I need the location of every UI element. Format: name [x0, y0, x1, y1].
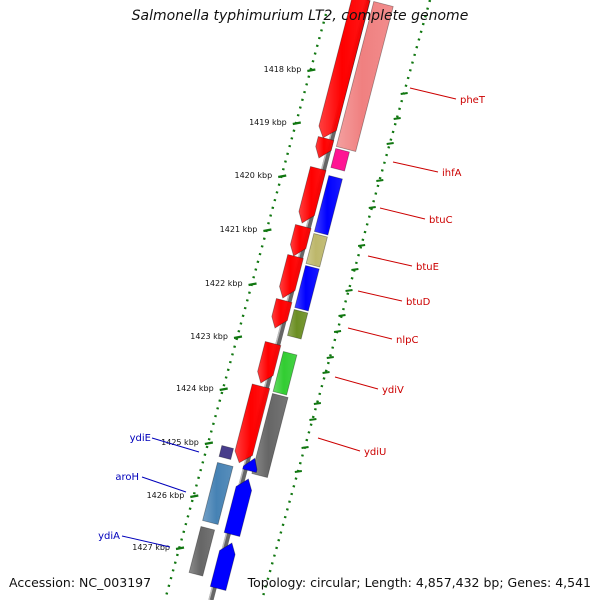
- gene-label-ydiU: ydiU: [364, 447, 386, 458]
- cds-block: [257, 341, 282, 384]
- gene-label-btuD: btuD: [406, 297, 431, 308]
- gene-label-ihfA: ihfA: [442, 168, 462, 179]
- cds-block: [315, 136, 335, 159]
- feature-tick: [322, 371, 330, 374]
- feature-tick: [368, 206, 376, 209]
- cds-block: [234, 383, 271, 464]
- scale-label: 1420 kbp: [235, 171, 273, 180]
- gene-label-leader: [357, 290, 403, 302]
- feature-tick: [333, 330, 342, 333]
- forward-cds: [242, 457, 258, 473]
- feature-btuD: [294, 265, 320, 312]
- feature-tick: [345, 289, 353, 292]
- scale-tick: [219, 387, 228, 392]
- feature-btuC: [313, 175, 343, 236]
- feature-ydiE: [218, 445, 234, 460]
- gene-label-btuE: btuE: [416, 262, 439, 273]
- gene-label-ydiV: ydiV: [382, 385, 404, 396]
- cds-block: [289, 224, 312, 257]
- forward-cds: [209, 542, 236, 591]
- feature-tick: [326, 356, 334, 359]
- gene-label-aroH: aroH: [115, 472, 139, 483]
- gene-label-leader: [392, 161, 439, 173]
- cds-block: [271, 298, 293, 329]
- feature-ydiU: [251, 393, 289, 478]
- scale-tick: [175, 546, 185, 551]
- scale-tick: [263, 228, 272, 233]
- feature-tick: [309, 418, 317, 421]
- scale-tick: [233, 335, 243, 340]
- feature-tick: [376, 179, 384, 182]
- scale-tick: [190, 494, 199, 499]
- scale-label: 1422 kbp: [205, 279, 243, 288]
- feature-tick: [400, 92, 408, 95]
- feature-aroH: [202, 462, 234, 525]
- feature-ydiA: [188, 526, 216, 577]
- scale-label: 1425 kbp: [161, 438, 199, 447]
- feature-tick: [301, 446, 309, 449]
- accession-text: Accession: NC_003197: [9, 575, 152, 590]
- gene-label-leader: [347, 327, 393, 340]
- scale-label: 1423 kbp: [190, 332, 228, 341]
- gene-label-ydiA: ydiA: [98, 531, 120, 542]
- cds-block: [318, 0, 371, 139]
- scale-label: 1418 kbp: [264, 65, 302, 74]
- feature-tick: [294, 470, 302, 473]
- scale-tick: [307, 68, 316, 73]
- forward-cds: [223, 478, 253, 537]
- scale-label: 1426 kbp: [147, 491, 185, 500]
- feature-tick: [313, 402, 322, 405]
- scale-label: 1427 kbp: [132, 543, 170, 552]
- gene-label-leader: [317, 437, 361, 452]
- feature-tick: [351, 268, 359, 271]
- gene-label-leader: [334, 376, 379, 390]
- scale-label: 1419 kbp: [249, 118, 287, 127]
- gene-label-ydiE: ydiE: [130, 433, 151, 444]
- gene-label-leader: [151, 437, 200, 453]
- gene-label-leader: [367, 255, 413, 267]
- scale-tick: [278, 174, 287, 179]
- scale-label: 1421 kbp: [220, 225, 258, 234]
- scale-tick: [292, 121, 301, 126]
- gene-label-leader: [141, 476, 187, 493]
- gene-label-btuC: btuC: [429, 215, 453, 226]
- feature-ydiV: [272, 351, 298, 396]
- scale-label: 1424 kbp: [176, 384, 214, 393]
- feature-btuE: [305, 233, 328, 268]
- scale-tick: [204, 441, 214, 446]
- topology-text: Topology: circular; Length: 4,857,432 bp…: [247, 575, 591, 590]
- gene-label-leader: [379, 207, 426, 220]
- gene-label-nlpC: nlpC: [396, 335, 418, 346]
- feature-ihfA: [330, 148, 350, 172]
- gene-label-leader: [409, 87, 457, 100]
- gene-label-pheT: pheT: [460, 95, 486, 106]
- feature-tick: [357, 244, 366, 247]
- gene-label-leader: [121, 535, 171, 548]
- map-title: Salmonella typhimurium LT2, complete gen…: [131, 8, 469, 24]
- feature-tick: [386, 142, 394, 145]
- feature-tick: [393, 117, 401, 120]
- feature-tick: [338, 314, 346, 317]
- feature-pheT: [335, 1, 394, 152]
- cds-block: [298, 166, 327, 224]
- cds-block: [279, 254, 304, 299]
- feature-nlpC: [287, 309, 309, 340]
- scale-tick: [248, 282, 257, 287]
